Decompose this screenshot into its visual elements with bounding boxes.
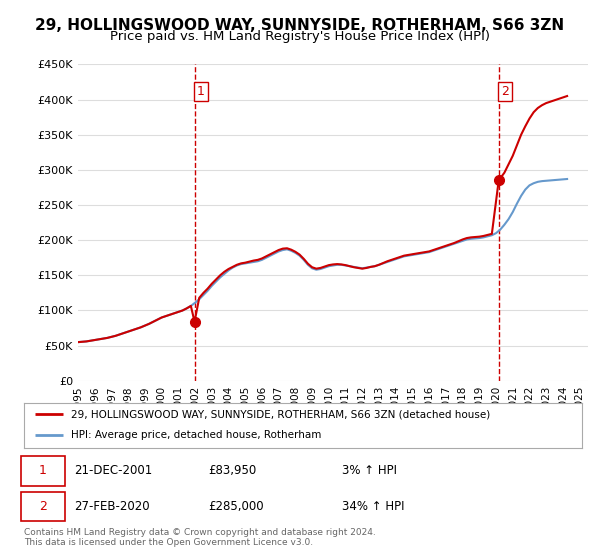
Text: £285,000: £285,000 bbox=[208, 500, 264, 513]
FancyBboxPatch shape bbox=[21, 456, 65, 486]
Text: 21-DEC-2001: 21-DEC-2001 bbox=[74, 464, 152, 477]
Text: 2: 2 bbox=[501, 85, 509, 98]
Text: 29, HOLLINGSWOOD WAY, SUNNYSIDE, ROTHERHAM, S66 3ZN: 29, HOLLINGSWOOD WAY, SUNNYSIDE, ROTHERH… bbox=[35, 18, 565, 33]
Text: Contains HM Land Registry data © Crown copyright and database right 2024.
This d: Contains HM Land Registry data © Crown c… bbox=[24, 528, 376, 547]
Text: 34% ↑ HPI: 34% ↑ HPI bbox=[342, 500, 404, 513]
Text: 1: 1 bbox=[197, 85, 205, 98]
Text: Price paid vs. HM Land Registry's House Price Index (HPI): Price paid vs. HM Land Registry's House … bbox=[110, 30, 490, 43]
Text: 29, HOLLINGSWOOD WAY, SUNNYSIDE, ROTHERHAM, S66 3ZN (detached house): 29, HOLLINGSWOOD WAY, SUNNYSIDE, ROTHERH… bbox=[71, 409, 491, 419]
Text: 2: 2 bbox=[39, 500, 47, 513]
FancyBboxPatch shape bbox=[21, 492, 65, 521]
Text: £83,950: £83,950 bbox=[208, 464, 256, 477]
Text: 27-FEB-2020: 27-FEB-2020 bbox=[74, 500, 150, 513]
Text: HPI: Average price, detached house, Rotherham: HPI: Average price, detached house, Roth… bbox=[71, 431, 322, 441]
Text: 1: 1 bbox=[39, 464, 47, 477]
Text: 3% ↑ HPI: 3% ↑ HPI bbox=[342, 464, 397, 477]
